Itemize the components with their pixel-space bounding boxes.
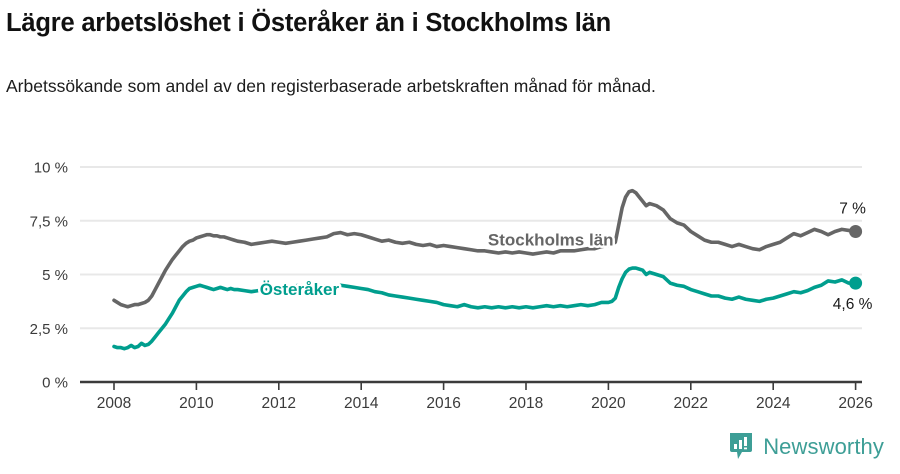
x-axis-tick-label: 2008	[97, 395, 131, 412]
series-label: Österåker	[260, 280, 340, 299]
x-axis-tick-label: 2012	[262, 395, 296, 412]
bar-chart-speech-bubble-icon	[728, 432, 754, 462]
x-axis-tick-label: 2022	[674, 395, 708, 412]
y-axis-tick-label: 7,5 %	[30, 213, 68, 230]
osteraker-end-value: 4,6 %	[833, 296, 873, 313]
y-axis-tick-label: 10 %	[34, 160, 68, 177]
series-endpoint-markers	[849, 225, 863, 290]
series-lines-group	[112, 188, 858, 351]
gridlines-group	[80, 166, 862, 330]
y-axis-tick-label: 0 %	[42, 375, 68, 392]
series-label-halo: Österåker	[260, 280, 340, 299]
chart-subtitle: Arbetssökande som andel av den registerb…	[6, 76, 656, 96]
y-axis-tick-label: 2,5 %	[30, 321, 68, 338]
page-title: Lägre arbetslöshet i Österåker än i Stoc…	[6, 9, 612, 37]
series-label: Stockholms län	[488, 230, 614, 249]
x-axis-tick-label: 2024	[756, 395, 791, 412]
logo-text: Newsworthy	[763, 434, 884, 459]
x-axis-tick-label: 2020	[591, 395, 626, 412]
series-line	[112, 188, 858, 309]
x-axis-tick-label: 2018	[509, 395, 543, 412]
series-endpoint-dot	[849, 276, 863, 290]
x-axis-tick-labels: 2008 2010 2012 2014 2016 2018 2020 2022 2024 2026	[97, 395, 873, 412]
y-axis-tick-labels: 0 % 2,5 % 5 % 7,5 % 10 %	[30, 160, 68, 392]
series-line	[112, 266, 858, 351]
y-axis-tick-label: 5 %	[42, 267, 68, 284]
series-label-halo: Stockholms län	[488, 230, 614, 249]
series-endpoint-dot	[849, 225, 863, 238]
stockholm-end-value: 7 %	[839, 201, 866, 218]
value-annotations: 7 % 4,6 %	[833, 201, 873, 314]
x-axis-tick-label: 2014	[344, 395, 379, 412]
x-axis-tick-label: 2026	[838, 395, 872, 412]
x-axis-ticks	[113, 382, 857, 390]
newsworthy-logo[interactable]: Newsworthy	[728, 432, 884, 462]
x-axis-tick-label: 2016	[426, 395, 460, 412]
x-axis-tick-label: 2010	[179, 395, 214, 412]
